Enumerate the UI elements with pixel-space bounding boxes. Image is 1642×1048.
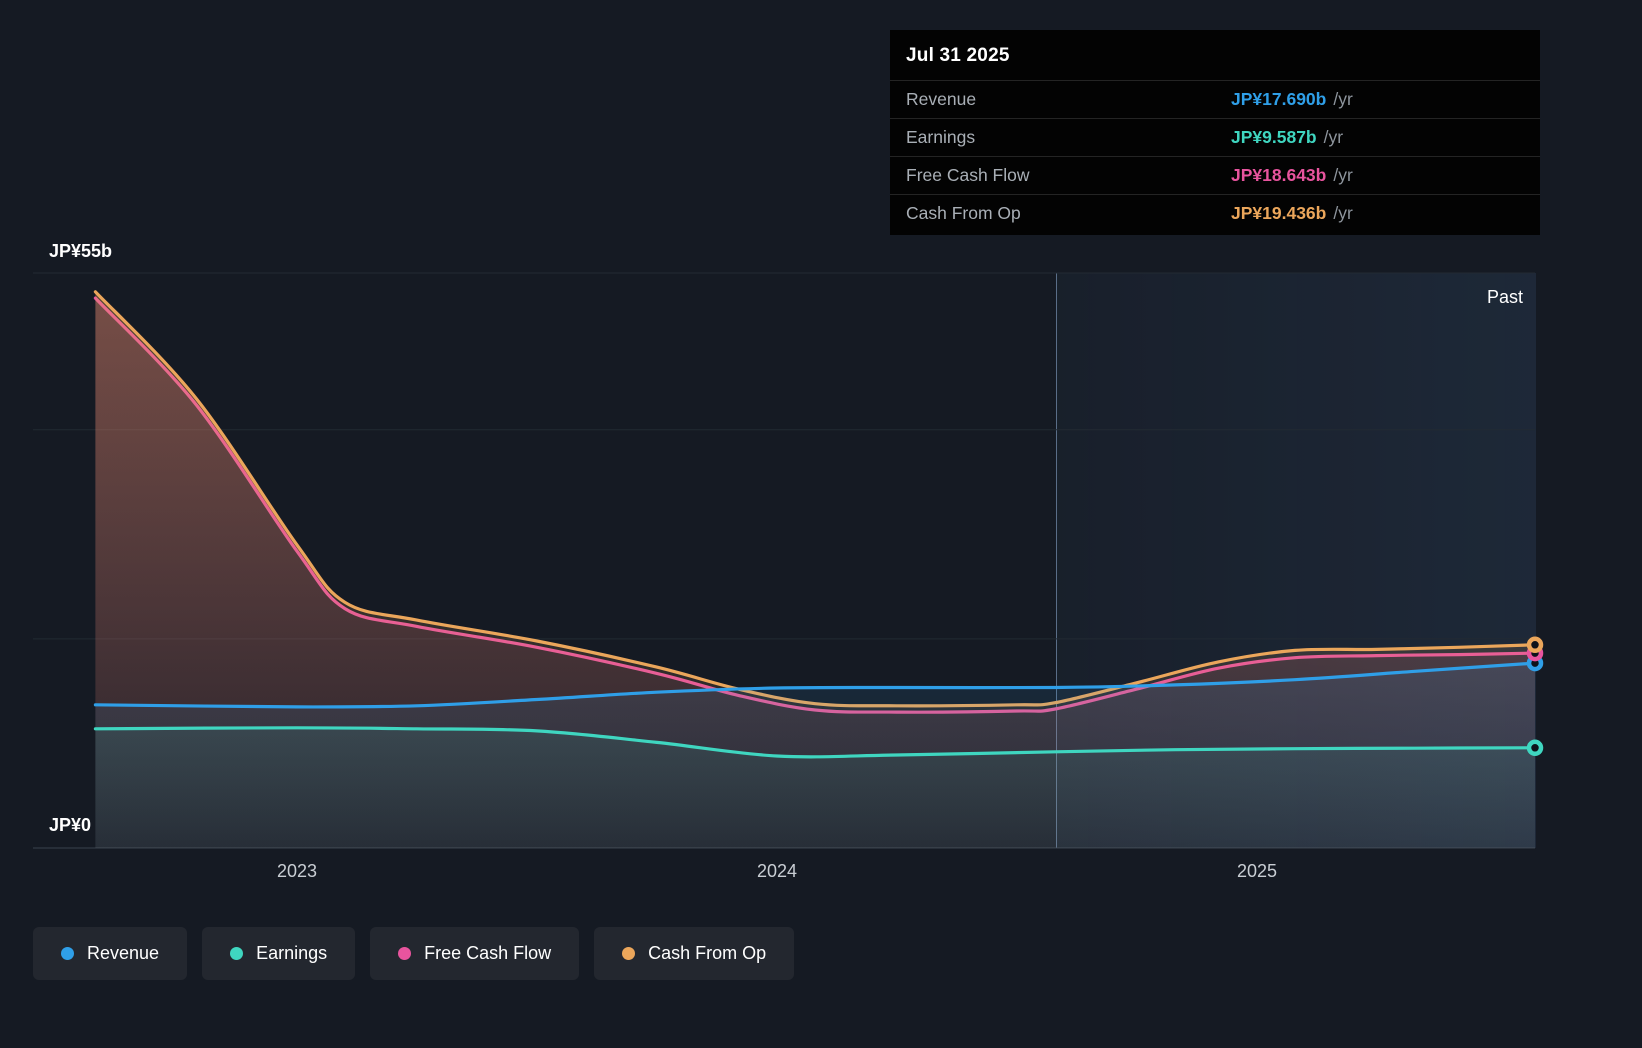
cash-from-op-dot-icon [622,947,636,960]
legend-item-revenue[interactable]: Revenue [33,927,188,980]
chart-tooltip: Jul 31 2025 Revenue JP¥17.690b /yr Earni… [890,30,1540,235]
chart-legend: Revenue Earnings Free Cash Flow Cash Fro… [33,927,795,980]
earnings-dot-icon [230,947,244,960]
tooltip-label: Free Cash Flow [906,165,1030,185]
tooltip-value: JP¥18.643b [1231,165,1327,185]
tooltip-row-free-cash-flow: Free Cash Flow JP¥18.643b /yr [890,156,1540,194]
legend-label: Free Cash Flow [424,943,552,963]
x-axis-tick-2025: 2025 [1236,861,1278,881]
tooltip-row-revenue: Revenue JP¥17.690b /yr [890,80,1540,118]
series-endpoint-marker-cash-from-op[interactable] [1526,636,1544,654]
tooltip-unit: /yr [1333,203,1353,223]
tooltip-label: Revenue [906,89,977,109]
legend-item-free-cash-flow[interactable]: Free Cash Flow [370,927,580,980]
tooltip-label: Cash From Op [906,203,1021,223]
tooltip-unit: /yr [1323,127,1344,147]
legend-label: Revenue [87,943,160,963]
series-area-earnings [95,727,1535,848]
tooltip-unit: /yr [1333,165,1353,185]
revenue-dot-icon [61,947,74,960]
y-axis-min-label: JP¥0 [49,815,92,835]
tooltip-row-earnings: Earnings JP¥9.587b /yr [890,118,1540,156]
legend-label: Cash From Op [648,943,767,963]
series-endpoint-marker-earnings[interactable] [1526,739,1544,757]
legend-item-cash-from-op[interactable]: Cash From Op [594,927,795,980]
series-line-earnings [93,726,1535,759]
y-axis-max-label: JP¥55b [49,241,113,261]
tooltip-unit: /yr [1333,89,1353,109]
series-line-revenue [93,661,1535,709]
tooltip-value: JP¥17.690b [1231,89,1327,109]
x-axis-tick-2023: 2023 [276,861,318,881]
legend-item-earnings[interactable]: Earnings [202,927,356,980]
tooltip-value: JP¥9.587b [1231,127,1317,147]
tooltip-value: JP¥19.436b [1231,203,1327,223]
tooltip-row-cash-from-op: Cash From Op JP¥19.436b /yr [890,194,1540,232]
tooltip-label: Earnings [906,127,976,147]
legend-label: Earnings [256,943,328,963]
free-cash-flow-dot-icon [398,947,412,960]
x-axis-tick-2024: 2024 [756,861,798,881]
past-label: Past [1486,287,1523,307]
tooltip-date: Jul 31 2025 [906,45,1010,66]
